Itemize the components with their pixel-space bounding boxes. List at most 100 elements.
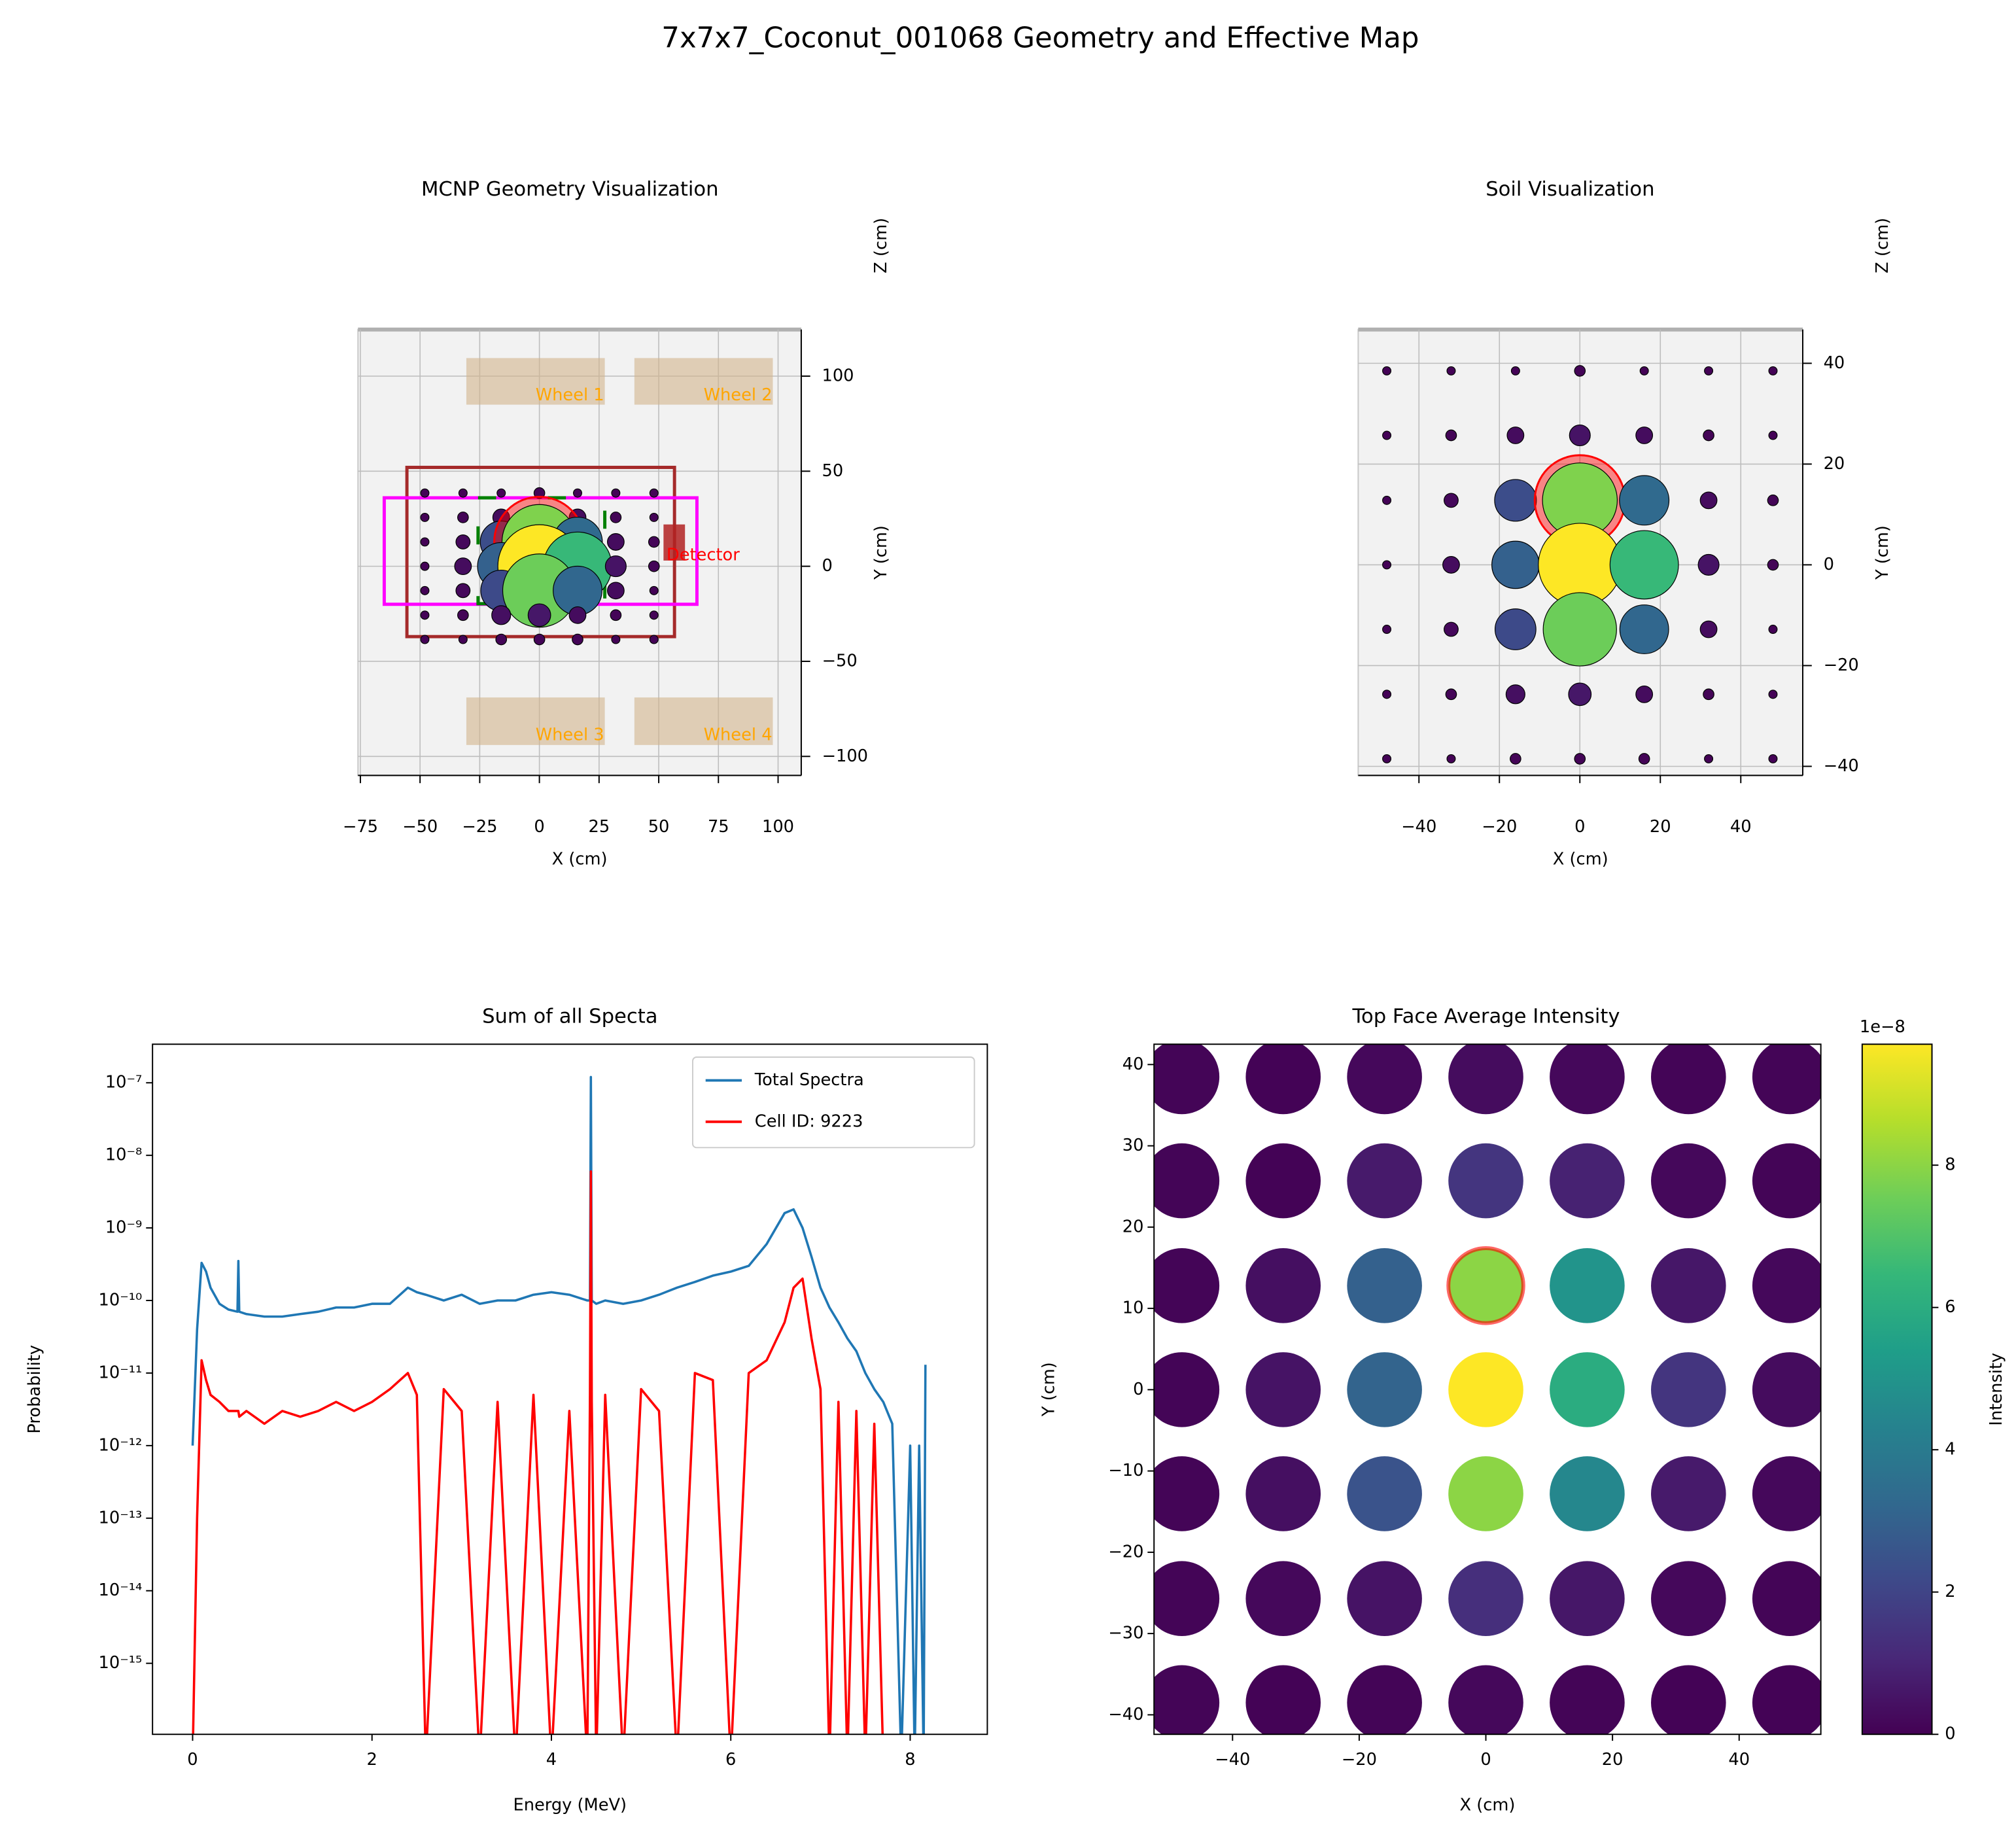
axes-frame (152, 1043, 988, 1735)
sphere (1619, 475, 1670, 526)
sphere (1445, 429, 1457, 442)
x-tick-label: −50 (402, 817, 438, 837)
sphere (1635, 685, 1654, 703)
sphere (648, 560, 660, 572)
point (1550, 1143, 1625, 1219)
sphere (649, 488, 659, 498)
point (1154, 1456, 1220, 1531)
point (1347, 1143, 1422, 1219)
x-axis-label: Energy (MeV) (513, 1795, 627, 1815)
x-tick-label: 0 (1574, 817, 1585, 837)
y-tick-label: 20 (1824, 454, 1845, 474)
y-tick-label: 10⁻¹³ (99, 1508, 143, 1527)
sphere (1446, 754, 1456, 763)
y-tick-label: 0 (1824, 555, 1834, 574)
y-tick-label: 10⁻⁸ (105, 1145, 143, 1165)
point (1651, 1352, 1726, 1427)
point (1347, 1561, 1422, 1637)
point (1347, 1665, 1422, 1735)
chart-title: Sum of all Specta (482, 1005, 657, 1028)
sphere (1494, 479, 1537, 522)
sphere (1703, 429, 1714, 442)
point (1651, 1248, 1726, 1323)
x-tick-label: −40 (1401, 817, 1436, 837)
sphere (1609, 530, 1679, 600)
point (1245, 1456, 1321, 1531)
sphere (1767, 495, 1779, 506)
sphere (1510, 753, 1521, 765)
y-tick-label: 10⁻¹⁴ (99, 1580, 143, 1600)
y-tick-label: 10⁻¹¹ (99, 1363, 143, 1382)
sphere (454, 557, 472, 576)
sphere (1767, 559, 1779, 571)
y-tick-label: 10⁻⁷ (105, 1073, 143, 1092)
point (1154, 1665, 1220, 1735)
y-tick-label: 10⁻¹⁵ (99, 1653, 143, 1673)
colorbar-tick-label: 0 (1945, 1724, 1955, 1744)
sphere (1382, 366, 1392, 375)
sphere (420, 610, 430, 620)
colorbar (1861, 1043, 1933, 1735)
z-axis-label: Z (cm) (871, 218, 891, 273)
sphere (455, 534, 471, 549)
x-tick-label: −20 (1342, 1750, 1377, 1770)
y-tick-label: −50 (822, 651, 858, 671)
wheel-label: Wheel 3 (536, 725, 604, 745)
sphere (1382, 625, 1392, 634)
y-tick-label: 10 (1122, 1299, 1144, 1318)
point (1154, 1561, 1220, 1636)
sphere (606, 533, 625, 551)
sphere (1542, 592, 1617, 667)
sphere (1768, 754, 1778, 763)
point (1347, 1352, 1422, 1427)
point (1245, 1352, 1321, 1427)
point (1651, 1143, 1726, 1219)
series-line (192, 1170, 884, 1735)
sphere (1568, 682, 1592, 706)
sphere (1635, 427, 1654, 444)
sphere (1768, 689, 1778, 699)
point (1550, 1456, 1625, 1531)
point (1347, 1248, 1422, 1323)
x-tick-label: 4 (546, 1750, 557, 1770)
y-tick-label: 30 (1122, 1136, 1144, 1155)
x-tick-label: 100 (762, 817, 794, 837)
point (1448, 1352, 1523, 1427)
sphere (1382, 495, 1392, 505)
colorbar-label: Intensity (1987, 1353, 2006, 1426)
sphere (1444, 621, 1459, 637)
point (1154, 1044, 1220, 1115)
figure-title: 7x7x7_Coconut_001068 Geometry and Effect… (661, 22, 1419, 55)
sphere (533, 633, 546, 646)
sphere (610, 512, 622, 523)
point (1448, 1561, 1523, 1637)
sphere (1491, 540, 1540, 589)
point (1651, 1665, 1726, 1735)
point (1154, 1248, 1220, 1323)
x-axis-label: X (cm) (552, 849, 608, 869)
x-tick-label: 0 (534, 817, 544, 837)
sphere (420, 512, 430, 522)
point (1550, 1561, 1625, 1637)
point (1752, 1044, 1821, 1115)
sphere (1442, 556, 1460, 574)
x-tick-label: −20 (1482, 817, 1517, 837)
y-tick-label: −40 (1824, 756, 1859, 776)
sphere (649, 635, 659, 644)
sphere (420, 537, 430, 547)
x-tick-label: 20 (1602, 1750, 1624, 1770)
wheel (634, 697, 773, 745)
sphere (610, 609, 622, 621)
sphere (649, 585, 659, 595)
point (1448, 1044, 1523, 1115)
sphere (611, 635, 621, 644)
sphere (1768, 625, 1778, 634)
y-tick-label: 40 (1824, 353, 1845, 373)
wheel-label: Wheel 1 (536, 385, 604, 405)
x-tick-label: 2 (367, 1750, 377, 1770)
y-tick-label: −100 (822, 746, 869, 766)
sphere (1446, 366, 1456, 375)
y-tick-label: −40 (1108, 1705, 1143, 1724)
